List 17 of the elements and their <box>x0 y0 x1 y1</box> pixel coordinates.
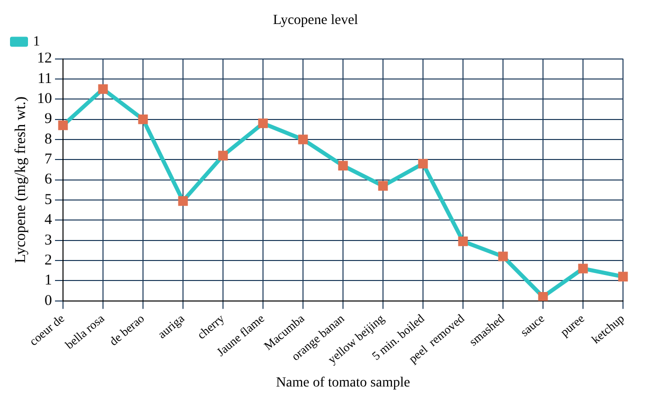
y-tick-label: 10 <box>37 91 52 108</box>
x-tick-label: de berao <box>106 311 147 348</box>
chart-title: Lycopene level <box>272 13 358 28</box>
y-tick-label: 9 <box>44 111 52 128</box>
y-tick-label: 7 <box>44 152 52 168</box>
y-tick-label: 8 <box>44 131 52 148</box>
y-tick-label: 12 <box>37 50 52 67</box>
y-tick-label: 0 <box>44 292 52 309</box>
y-tick-label: 3 <box>44 232 52 248</box>
y-tick-label: 11 <box>38 70 52 87</box>
y-tick-label: 5 <box>44 192 52 208</box>
y-tick-label: 2 <box>44 252 52 268</box>
y-tick-label: 4 <box>44 212 52 228</box>
y-tick-label: 6 <box>44 172 52 188</box>
y-tick-label: 1 <box>44 272 52 289</box>
y-axis-title: Lycopene (mg/kg fresh wt.) <box>12 96 29 264</box>
x-axis-title: Name of tomato sample <box>276 375 410 390</box>
